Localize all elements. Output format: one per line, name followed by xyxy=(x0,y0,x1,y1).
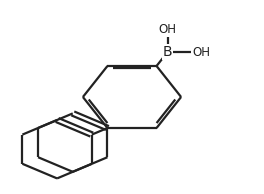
Text: OH: OH xyxy=(192,46,210,59)
Text: B: B xyxy=(163,45,172,59)
Text: OH: OH xyxy=(159,23,177,36)
